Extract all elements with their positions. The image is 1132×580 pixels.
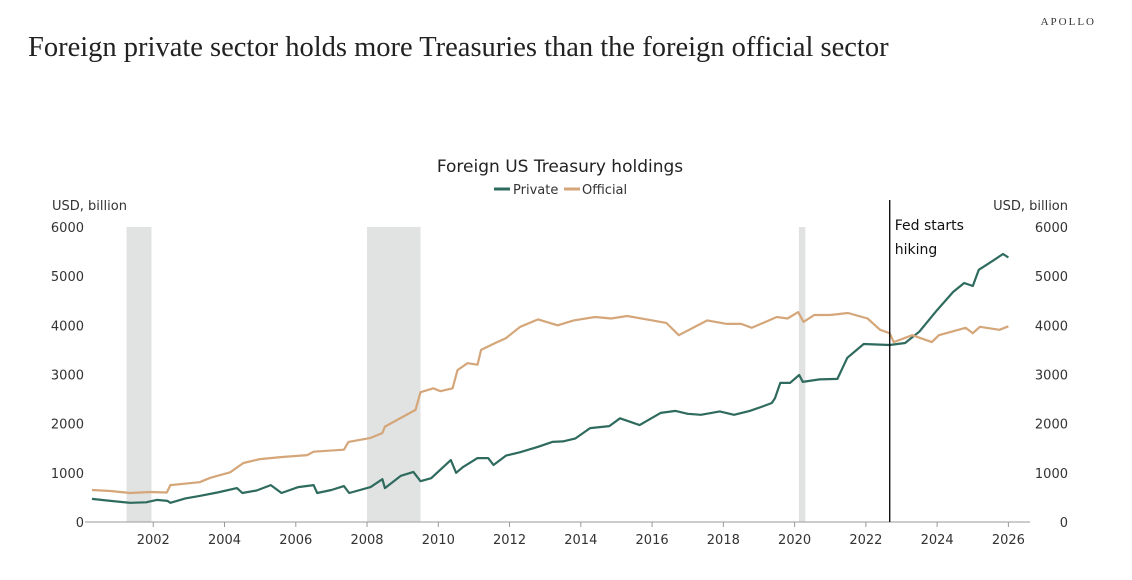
series-line-private xyxy=(91,252,1009,504)
x-tick-label: 2016 xyxy=(636,533,669,548)
y-tick-label-left: 3000 xyxy=(51,369,84,384)
y-tick-label-left: 2000 xyxy=(51,418,84,433)
annotation-text-line2: hiking xyxy=(895,242,938,258)
y-tick-label-left: 0 xyxy=(76,516,84,531)
legend-label-official: Official xyxy=(582,183,627,198)
y-tick-label-right: 0 xyxy=(1060,516,1068,531)
annotation-text-line1: Fed starts xyxy=(895,218,964,234)
x-tick-label: 2010 xyxy=(422,533,455,548)
x-tick-label: 2020 xyxy=(778,533,811,548)
x-tick-label: 2006 xyxy=(279,533,312,548)
chart-title: Foreign US Treasury holdings xyxy=(437,157,683,177)
x-tick-label: 2008 xyxy=(350,533,383,548)
y-tick-label-right: 6000 xyxy=(1035,221,1068,236)
recession-band xyxy=(798,227,806,522)
x-tick-label: 2002 xyxy=(137,533,170,548)
x-tick-label: 2012 xyxy=(493,533,526,548)
x-tick-label: 2024 xyxy=(921,533,954,548)
x-tick-label: 2026 xyxy=(992,533,1025,548)
y-tick-label-right: 2000 xyxy=(1035,418,1068,433)
y-tick-label-right: 1000 xyxy=(1035,467,1068,482)
legend: Private Official xyxy=(494,183,627,198)
y-tick-label-right: 3000 xyxy=(1035,369,1068,384)
y-tick-label-left: 6000 xyxy=(51,221,84,236)
recession-band xyxy=(367,227,421,522)
y-axis-label-left: USD, billion xyxy=(52,199,127,214)
y-tick-label-left: 1000 xyxy=(51,467,84,482)
x-tick-label: 2022 xyxy=(849,533,882,548)
x-tick-label: 2018 xyxy=(707,533,740,548)
y-tick-label-right: 5000 xyxy=(1035,270,1068,285)
y-axis-label-right: USD, billion xyxy=(993,199,1068,214)
headline: Foreign private sector holds more Treasu… xyxy=(28,32,889,63)
series-line-official xyxy=(91,311,1009,495)
x-tick-label: 2014 xyxy=(564,533,597,548)
y-tick-label-left: 5000 xyxy=(51,270,84,285)
legend-label-private: Private xyxy=(513,183,558,198)
y-tick-label-left: 4000 xyxy=(51,319,84,334)
y-tick-label-right: 4000 xyxy=(1035,319,1068,334)
x-tick-label: 2004 xyxy=(208,533,241,548)
brand-logo: APOLLO xyxy=(1040,16,1096,28)
recession-band xyxy=(126,227,152,522)
